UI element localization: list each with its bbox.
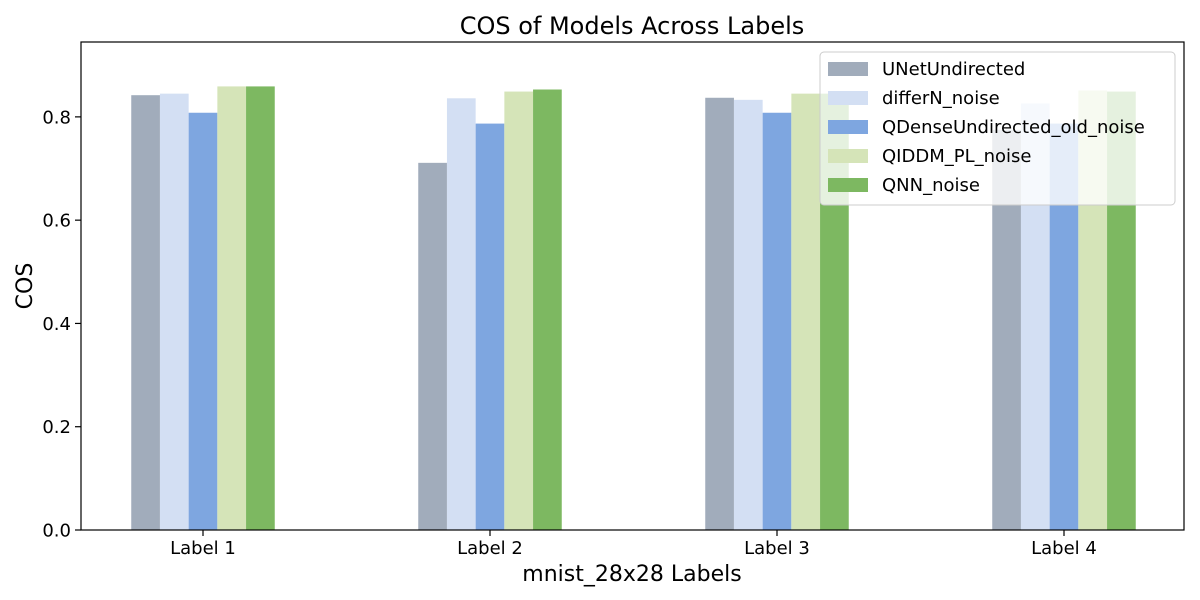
chart-title: COS of Models Across Labels (460, 12, 805, 40)
legend-label: differN_noise (882, 88, 1000, 109)
legend-box (819, 51, 1176, 206)
x-axis-title: mnist_28x28 Labels (522, 562, 741, 587)
legend-swatch (828, 62, 868, 76)
bar-UNetUndirected-label-3 (705, 97, 734, 531)
y-tick-label: 0.2 (42, 417, 71, 438)
bar-QIDDM_PL_noise-label-3 (791, 93, 821, 530)
legend-label: QIDDM_PL_noise (882, 146, 1031, 167)
x-tick-label: Label 3 (744, 538, 810, 559)
bar-UNetUndirected-label-1 (131, 95, 160, 530)
legend-swatch (828, 149, 868, 163)
bar-QDenseUndirected_old_noise-label-2 (475, 123, 505, 530)
legend-label: QNN_noise (882, 175, 980, 196)
bar-QNN_noise-label-2 (533, 89, 562, 530)
y-tick-label: 0.4 (42, 314, 71, 335)
x-tick-label: Label 4 (1031, 538, 1097, 559)
x-tick-label: Label 2 (457, 538, 523, 559)
bar-QIDDM_PL_noise-label-2 (504, 91, 534, 530)
y-tick-label: 0.6 (42, 211, 71, 232)
axes-layer: 0.0 0.2 0.4 0.6 0.8 Label 1 Label 2 Label 3 Labe… (42, 41, 1185, 559)
legend-swatch (828, 178, 868, 192)
legend-swatch (828, 120, 868, 134)
bar-differN_noise-label-2 (446, 98, 476, 530)
legend-label: UNetUndirected (882, 59, 1025, 80)
y-axis-title: COS (13, 263, 38, 310)
bar-QNN_noise-label-1 (246, 86, 275, 530)
bar-differN_noise-label-3 (733, 99, 763, 530)
y-tick-label: 0.8 (42, 107, 71, 128)
legend-swatch (828, 91, 868, 105)
legend: UNetUndirected differN_noise QDenseUndirec… (819, 51, 1176, 206)
bar-UNetUndirected-label-2 (418, 162, 447, 530)
bar-QDenseUndirected_old_noise-label-3 (762, 112, 792, 530)
y-tick-label: 0.0 (42, 521, 71, 542)
plot-frame (80, 41, 1185, 531)
bar-QIDDM_PL_noise-label-1 (217, 86, 247, 530)
x-tick-label: Label 1 (170, 538, 236, 559)
legend-label: QDenseUndirected_old_noise (882, 117, 1145, 138)
bar-QDenseUndirected_old_noise-label-1 (188, 112, 218, 530)
bar-differN_noise-label-1 (159, 93, 189, 530)
